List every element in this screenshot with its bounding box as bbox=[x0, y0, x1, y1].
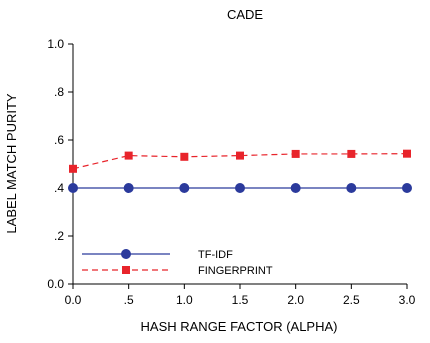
tick-labels: 0.0 .5 1.0 1.5 2.0 2.5 3.0 0.0 .2 .4 .6 .8 1.0 bbox=[47, 37, 415, 307]
y-axis-label: LABEL MATCH PURITY bbox=[4, 93, 19, 233]
x-tick-label: 2.5 bbox=[343, 293, 360, 307]
data-point-tf-idf bbox=[290, 183, 301, 193]
x-tick-label: 1.5 bbox=[232, 293, 249, 307]
data-point-tf-idf bbox=[235, 183, 245, 193]
series-group bbox=[68, 149, 412, 193]
y-tick-label: .2 bbox=[54, 229, 64, 243]
x-axis-label: HASH RANGE FACTOR (ALPHA) bbox=[141, 319, 338, 334]
data-point-fingerprint bbox=[403, 149, 411, 158]
data-point-fingerprint bbox=[236, 151, 244, 160]
data-point-tf-idf bbox=[402, 183, 412, 193]
data-point-tf-idf bbox=[68, 183, 78, 193]
legend-label: TF-IDF bbox=[198, 249, 233, 261]
legend-item-tf-idf: TF-IDF bbox=[82, 249, 233, 261]
y-tick-label: .8 bbox=[54, 85, 64, 99]
legend-item-fingerprint: FINGERPRINT bbox=[82, 265, 273, 277]
y-tick-label: 1.0 bbox=[47, 37, 64, 51]
data-point-tf-idf bbox=[179, 183, 190, 193]
legend-marker bbox=[121, 249, 131, 259]
x-tick-label: 1.0 bbox=[176, 293, 193, 307]
y-tick-label: 0.0 bbox=[47, 277, 64, 291]
data-point-fingerprint bbox=[124, 151, 133, 160]
series-fingerprint bbox=[69, 149, 411, 173]
x-tick-label: .5 bbox=[124, 293, 134, 307]
data-point-tf-idf bbox=[123, 183, 134, 193]
chart-title: CADE bbox=[227, 7, 263, 22]
data-point-fingerprint bbox=[291, 149, 300, 158]
legend-marker bbox=[122, 266, 130, 274]
series-tf-idf bbox=[68, 183, 412, 193]
x-tick-label: 3.0 bbox=[399, 293, 416, 307]
data-point-fingerprint bbox=[347, 149, 356, 158]
legend: TF-IDF FINGERPRINT bbox=[82, 249, 273, 277]
legend-label: FINGERPRINT bbox=[198, 265, 273, 277]
data-point-fingerprint bbox=[69, 164, 77, 173]
data-point-tf-idf bbox=[346, 183, 357, 193]
y-tick-label: .4 bbox=[54, 181, 64, 195]
x-tick-label: 2.0 bbox=[287, 293, 304, 307]
y-tick-label: .6 bbox=[54, 133, 64, 147]
axes bbox=[68, 43, 408, 289]
data-point-fingerprint bbox=[180, 152, 189, 161]
x-tick-label: 0.0 bbox=[65, 293, 82, 307]
